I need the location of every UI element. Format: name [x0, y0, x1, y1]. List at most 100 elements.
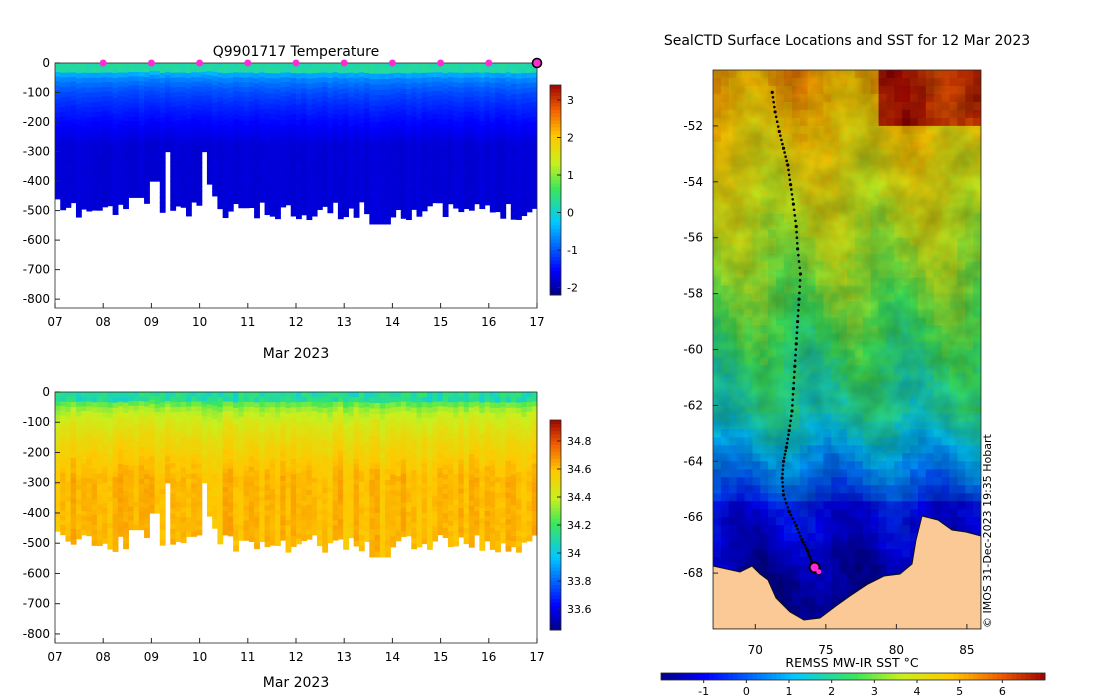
heatmap-cell [416, 500, 423, 507]
heatmap-cell [458, 196, 465, 203]
heatmap-cell [301, 169, 308, 175]
heatmap-cell [107, 423, 114, 430]
heatmap-cell [201, 124, 208, 129]
heatmap-cell [285, 81, 292, 88]
heatmap-cell [149, 137, 156, 143]
heatmap-cell [495, 122, 501, 128]
heatmap-cell [70, 193, 77, 199]
heatmap-cell [531, 116, 537, 122]
heatmap-cell [479, 72, 486, 79]
heatmap-cell [227, 516, 234, 523]
heatmap-cell [238, 101, 245, 107]
heatmap-cell [144, 175, 150, 181]
heatmap-cell [201, 65, 208, 70]
heatmap-cell [96, 484, 103, 490]
heatmap-cell [227, 161, 234, 168]
heatmap-cell [154, 392, 161, 397]
heatmap-cell [327, 482, 334, 489]
heatmap-cell [395, 204, 402, 211]
heatmap-cell [395, 401, 402, 408]
heatmap-cell [296, 538, 302, 545]
heatmap-cell [343, 449, 349, 456]
heatmap-cell [112, 78, 119, 84]
heatmap-cell [75, 104, 82, 110]
heatmap-cell [364, 198, 370, 205]
heatmap-cell [86, 87, 93, 94]
heatmap-cell [212, 116, 219, 122]
heatmap-cell [489, 92, 496, 99]
heatmap-cell [91, 463, 98, 470]
heatmap-cell [416, 93, 423, 100]
heatmap-cell [531, 130, 537, 137]
heatmap-cell [248, 396, 255, 403]
heatmap-cell [227, 497, 234, 503]
heatmap-cell [144, 95, 150, 101]
heatmap-cell [458, 137, 465, 143]
heatmap-cell [301, 184, 308, 191]
heatmap-cell [447, 142, 454, 148]
heatmap-cell [369, 518, 376, 525]
heatmap-cell [311, 190, 318, 197]
heatmap-cell [526, 72, 533, 79]
heatmap-cell [117, 114, 124, 121]
heatmap-cell [75, 114, 82, 121]
heatmap-cell [296, 161, 302, 168]
heatmap-cell [60, 501, 67, 507]
heatmap-cell [264, 541, 271, 548]
heatmap-cell [60, 392, 67, 398]
heatmap-cell [463, 106, 470, 113]
heatmap-cell [206, 499, 213, 505]
heatmap-cell [254, 191, 260, 198]
heatmap-cell [395, 421, 402, 428]
heatmap-cell [411, 470, 418, 477]
heatmap-cell [353, 392, 360, 398]
heatmap-cell [154, 98, 161, 103]
heatmap-cell [248, 521, 255, 528]
heatmap-cell [285, 114, 292, 121]
heatmap-cell [201, 455, 208, 460]
heatmap-cell [264, 108, 271, 115]
heatmap-cell [406, 68, 412, 75]
heatmap-cell [442, 195, 449, 202]
heatmap-cell [474, 86, 480, 92]
heatmap-cell [332, 174, 339, 180]
heatmap-cell [332, 530, 339, 536]
heatmap-cell [60, 67, 67, 74]
heatmap-cell [81, 415, 88, 422]
heatmap-cell [285, 520, 292, 526]
heatmap-cell [510, 167, 517, 173]
heatmap-cell [479, 169, 486, 176]
heatmap-cell [60, 165, 67, 172]
heatmap-cell [91, 82, 98, 89]
heatmap-cell [217, 101, 224, 108]
heatmap-cell [280, 163, 287, 170]
heatmap-cell [175, 153, 182, 159]
heatmap-cell [254, 454, 260, 461]
heatmap-cell [479, 92, 486, 98]
heatmap-cell [495, 92, 501, 99]
heatmap-cell [505, 128, 512, 134]
heatmap-cell [149, 102, 156, 107]
heatmap-cell [117, 124, 124, 130]
heatmap-cell [170, 67, 177, 74]
heatmap-cell [269, 534, 276, 541]
heatmap-cell [280, 470, 287, 477]
heatmap-cell [280, 431, 287, 438]
heatmap-cell [123, 72, 129, 79]
heatmap-cell [379, 545, 386, 552]
heatmap-cell [86, 487, 93, 494]
heatmap-cell [91, 107, 98, 113]
heatmap-cell [133, 401, 140, 407]
heatmap-cell [96, 200, 103, 206]
heatmap-cell [191, 425, 198, 432]
heatmap-cell [505, 95, 512, 102]
heatmap-cell [437, 137, 444, 143]
heatmap-cell [227, 146, 234, 153]
heatmap-cell [416, 541, 423, 548]
heatmap-cell [301, 500, 308, 507]
heatmap-cell [374, 164, 381, 171]
heatmap-cell [206, 75, 213, 80]
heatmap-cell [212, 414, 219, 420]
heatmap-cell [149, 440, 156, 446]
heatmap-cell [233, 429, 239, 436]
